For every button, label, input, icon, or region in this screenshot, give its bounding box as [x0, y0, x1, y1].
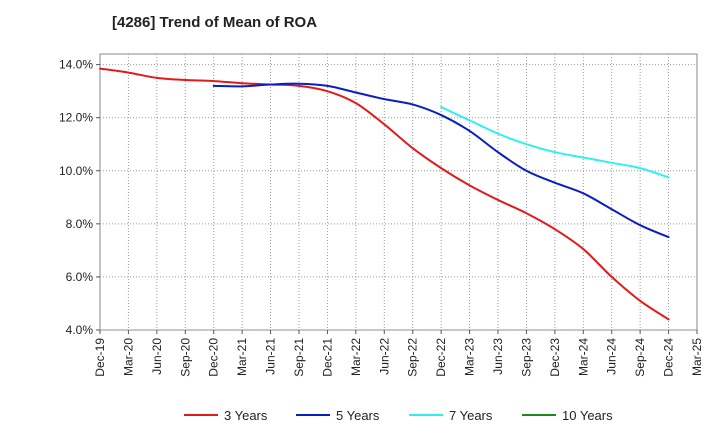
legend-label-5-years: 5 Years: [336, 408, 380, 423]
y-tick-label: 6.0%: [66, 270, 94, 284]
series-line-3-years: [99, 67, 670, 321]
x-tick-label: Dec-21: [320, 338, 334, 377]
x-tick-label: Sep-24: [633, 338, 647, 377]
legend: 3 Years 5 Years 7 Years 10 Years: [184, 408, 613, 423]
x-tick-label: Dec-22: [434, 338, 448, 377]
y-tick-label: 14.0%: [59, 58, 93, 72]
x-tick-label: Jun-24: [605, 338, 619, 375]
x-tick-label: Jun-21: [264, 338, 278, 375]
legend-label-10-years: 10 Years: [562, 408, 613, 423]
x-tick-label: Jun-22: [377, 338, 391, 375]
y-tick-label: 4.0%: [66, 323, 94, 337]
y-tick-label: 10.0%: [59, 164, 93, 178]
series-lines: [99, 67, 670, 321]
y-tick-label: 12.0%: [59, 111, 93, 125]
series-line-7-years: [440, 106, 670, 179]
chart-title: [4286] Trend of Mean of ROA: [112, 14, 318, 31]
x-tick-label: Sep-23: [519, 338, 533, 377]
x-tick-label: Mar-20: [121, 338, 135, 376]
x-tick-label: Jun-23: [491, 338, 505, 375]
x-tick-label: Mar-23: [463, 338, 477, 376]
y-tick-label: 8.0%: [66, 217, 94, 231]
x-tick-label: Sep-22: [406, 338, 420, 377]
x-tick-label: Dec-20: [207, 338, 221, 377]
x-tick-label: Mar-22: [349, 338, 363, 376]
x-tick-label: Dec-23: [548, 338, 562, 377]
plot-area: [99, 53, 698, 331]
series-line-5-years: [212, 82, 670, 239]
y-axis: 4.0% 6.0% 8.0% 10.0% 12.0% 14.0%: [59, 58, 100, 337]
legend-label-3-years: 3 Years: [224, 408, 268, 423]
x-axis: Dec-19 Mar-20 Jun-20 Sep-20 Dec-20 Mar-21 Jun-…: [93, 330, 704, 377]
x-tick-label: Mar-24: [576, 338, 590, 376]
legend-label-7-years: 7 Years: [449, 408, 493, 423]
x-tick-label: Dec-24: [662, 338, 676, 377]
x-tick-label: Mar-25: [690, 338, 704, 376]
x-tick-label: Mar-21: [235, 338, 249, 376]
x-tick-label: Jun-20: [150, 338, 164, 375]
x-tick-label: Sep-20: [178, 338, 192, 377]
x-tick-label: Sep-21: [292, 338, 306, 377]
grid-lines: [100, 54, 697, 331]
x-tick-label: Dec-19: [93, 338, 107, 377]
